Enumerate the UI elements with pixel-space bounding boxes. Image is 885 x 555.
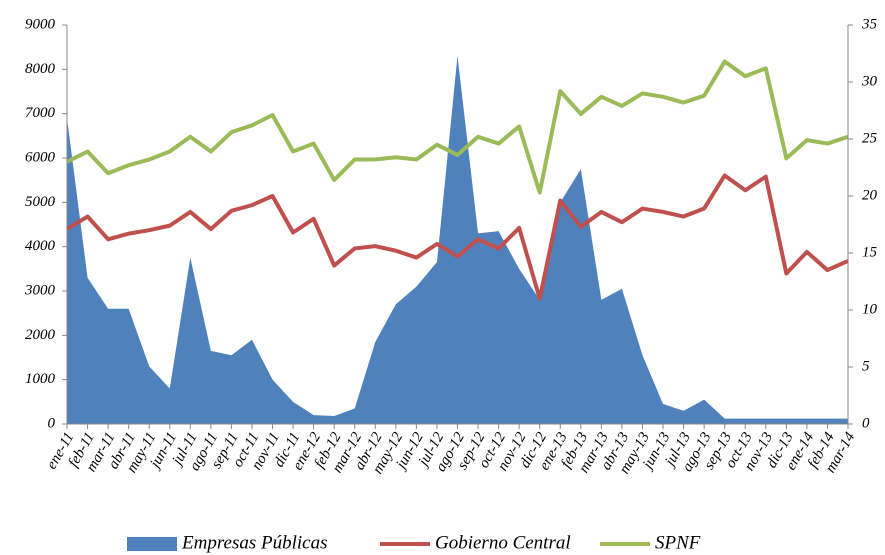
area [67, 56, 848, 425]
y2-tick-label: 25 [862, 130, 878, 146]
legend-label: Gobierno Central [435, 532, 571, 553]
y2-tick-label: 15 [862, 244, 878, 260]
y-tick-label: 4000 [25, 238, 56, 254]
y-tick-label: 5000 [25, 194, 56, 210]
y2-tick-label: 30 [861, 73, 878, 89]
y-tick-label: 7000 [25, 105, 56, 121]
legend-swatch [127, 537, 177, 551]
y2-tick-label: 35 [861, 16, 878, 32]
y2-tick-label: 5 [862, 358, 870, 374]
y-tick-label: 1000 [25, 371, 56, 387]
y-tick-label: 8000 [25, 61, 56, 77]
legend-label: Empresas Públicas [181, 532, 327, 553]
y-tick-label: 6000 [25, 149, 56, 165]
line [66, 59, 849, 195]
y2-tick-label: 20 [862, 187, 878, 203]
y-tick-label: 9000 [25, 16, 56, 32]
line [65, 173, 849, 301]
legend-label: SPNF [655, 532, 701, 553]
y2-tick-label: 10 [862, 301, 878, 317]
y-tick-label: 3000 [24, 282, 56, 298]
y-tick-label: 0 [48, 415, 56, 431]
y-tick-label: 2000 [25, 327, 56, 343]
y2-tick-label: 0 [862, 415, 870, 431]
